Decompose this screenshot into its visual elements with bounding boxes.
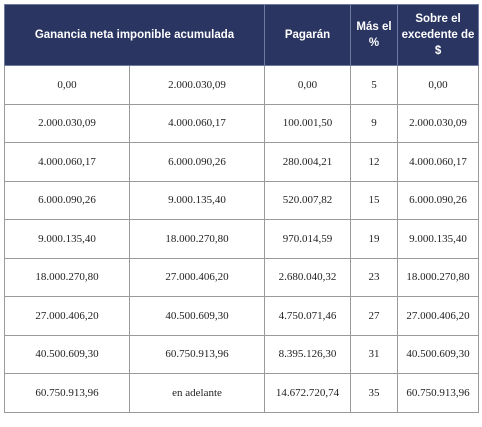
cell-excedente: 18.000.270,80 bbox=[397, 257, 480, 297]
cell-desde: 4.000.060,17 bbox=[4, 142, 130, 182]
cell-desde: 2.000.030,09 bbox=[4, 103, 130, 143]
cell-pagaran: 2.680.040,32 bbox=[264, 257, 352, 297]
table-row: 6.000.090,26 9.000.135,40 520.007,82 15 6.00… bbox=[4, 180, 480, 220]
tax-brackets-table: Ganancia neta imponible acumulada Pagará… bbox=[3, 4, 480, 413]
cell-pagaran: 14.672.720,74 bbox=[264, 373, 352, 413]
cell-desde: 18.000.270,80 bbox=[4, 257, 130, 297]
cell-desde: 60.750.913,96 bbox=[4, 373, 130, 413]
cell-desde: 40.500.609,30 bbox=[4, 334, 130, 374]
cell-excedente: 60.750.913,96 bbox=[397, 373, 480, 413]
cell-porcentaje: 23 bbox=[350, 257, 399, 297]
cell-porcentaje: 5 bbox=[350, 65, 399, 105]
table-row: 60.750.913,96 en adelante 14.672.720,74 35 6… bbox=[4, 373, 480, 413]
cell-excedente: 9.000.135,40 bbox=[397, 219, 480, 259]
cell-hasta: 6.000.090,26 bbox=[128, 142, 266, 182]
cell-porcentaje: 19 bbox=[350, 219, 399, 259]
cell-porcentaje: 31 bbox=[350, 334, 399, 374]
cell-porcentaje: 9 bbox=[350, 103, 399, 143]
header-ganancia: Ganancia neta imponible acumulada bbox=[3, 4, 266, 66]
table-row: 4.000.060,17 6.000.090,26 280.004,21 12 4.00… bbox=[4, 142, 480, 182]
cell-hasta: 40.500.609,30 bbox=[128, 296, 266, 336]
cell-hasta: en adelante bbox=[128, 373, 266, 413]
cell-porcentaje: 35 bbox=[350, 373, 399, 413]
cell-excedente: 27.000.406,20 bbox=[397, 296, 480, 336]
table-row: 40.500.609,30 60.750.913,96 8.395.126,30 31… bbox=[4, 334, 480, 374]
cell-desde: 9.000.135,40 bbox=[4, 219, 130, 259]
table-row: 0,00 2.000.030,09 0,00 5 0,00 bbox=[4, 65, 480, 105]
cell-pagaran: 100.001,50 bbox=[264, 103, 352, 143]
table-body: 0,00 2.000.030,09 0,00 5 0,00 2.000.030,09 4.0… bbox=[4, 65, 480, 413]
cell-pagaran: 8.395.126,30 bbox=[264, 334, 352, 374]
cell-porcentaje: 27 bbox=[350, 296, 399, 336]
cell-pagaran: 280.004,21 bbox=[264, 142, 352, 182]
cell-porcentaje: 15 bbox=[350, 180, 399, 220]
table-header-row: Ganancia neta imponible acumulada Pagará… bbox=[3, 4, 480, 66]
cell-excedente: 40.500.609,30 bbox=[397, 334, 480, 374]
cell-porcentaje: 12 bbox=[350, 142, 399, 182]
tax-table-container: Ganancia neta imponible acumulada Pagará… bbox=[3, 4, 480, 413]
table-row: 18.000.270,80 27.000.406,20 2.680.040,32 23… bbox=[4, 257, 480, 297]
cell-pagaran: 970.014,59 bbox=[264, 219, 352, 259]
cell-excedente: 4.000.060,17 bbox=[397, 142, 480, 182]
cell-pagaran: 0,00 bbox=[264, 65, 352, 105]
cell-hasta: 2.000.030,09 bbox=[128, 65, 266, 105]
cell-hasta: 4.000.060,17 bbox=[128, 103, 266, 143]
header-sobre-excedente: Sobre el excedente de $ bbox=[397, 4, 480, 66]
cell-pagaran: 520.007,82 bbox=[264, 180, 352, 220]
cell-hasta: 27.000.406,20 bbox=[128, 257, 266, 297]
cell-desde: 0,00 bbox=[4, 65, 130, 105]
cell-hasta: 60.750.913,96 bbox=[128, 334, 266, 374]
header-pagaran: Pagarán bbox=[264, 4, 352, 66]
cell-desde: 27.000.406,20 bbox=[4, 296, 130, 336]
cell-excedente: 0,00 bbox=[397, 65, 480, 105]
table-row: 27.000.406,20 40.500.609,30 4.750.071,46 27… bbox=[4, 296, 480, 336]
cell-pagaran: 4.750.071,46 bbox=[264, 296, 352, 336]
cell-hasta: 9.000.135,40 bbox=[128, 180, 266, 220]
cell-desde: 6.000.090,26 bbox=[4, 180, 130, 220]
header-mas-el-porcentaje: Más el % bbox=[350, 4, 399, 66]
cell-hasta: 18.000.270,80 bbox=[128, 219, 266, 259]
cell-excedente: 2.000.030,09 bbox=[397, 103, 480, 143]
cell-excedente: 6.000.090,26 bbox=[397, 180, 480, 220]
table-row: 2.000.030,09 4.000.060,17 100.001,50 9 2.000… bbox=[4, 103, 480, 143]
table-row: 9.000.135,40 18.000.270,80 970.014,59 19 9.0… bbox=[4, 219, 480, 259]
